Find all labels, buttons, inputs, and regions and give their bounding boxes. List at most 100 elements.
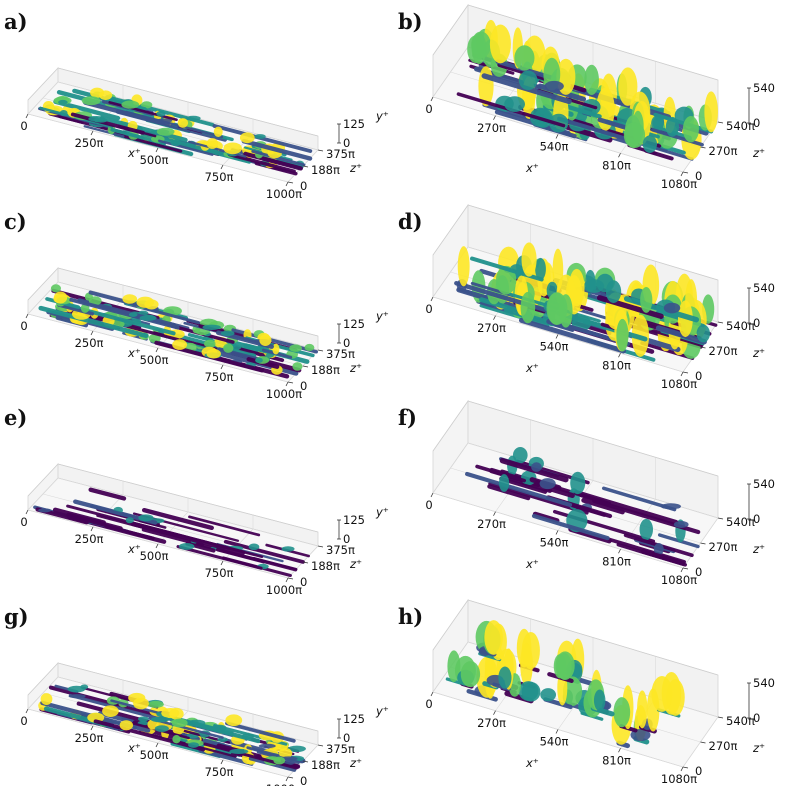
structure-blob (281, 546, 295, 552)
y-tick-label: 0 (753, 512, 760, 526)
box-top-edge (432, 204, 719, 281)
x-tick-label: 1080π (661, 177, 697, 191)
x-tick (493, 511, 496, 516)
x-axis-label: x⁺ (127, 346, 141, 360)
structure-blob (229, 748, 249, 754)
structure-blob (278, 747, 293, 759)
y-tick-label: 125 (343, 712, 365, 726)
z-axis-label: z⁺ (752, 346, 765, 360)
z-tick-label: 0 (695, 764, 702, 778)
x-tick-label: 500π (140, 153, 169, 167)
structure-streak (581, 497, 625, 515)
structure-blob (639, 518, 654, 541)
x-tick-label: 500π (140, 748, 169, 762)
z-tick-label: 375π (326, 347, 355, 361)
y-axis-label: y⁺ (375, 704, 389, 718)
panel-letter: d) (398, 209, 423, 234)
structure-blob (255, 357, 263, 363)
structure-blob (217, 737, 229, 742)
z-tick-label: 188π (311, 163, 340, 177)
structure-streak (52, 507, 106, 525)
structure-blob (239, 132, 255, 144)
y-tick-label: 540 (753, 281, 775, 295)
structure-blob (156, 110, 166, 117)
structure-streak (655, 325, 707, 345)
structure-blob (559, 294, 573, 328)
structure-blob (292, 362, 303, 371)
y-tick-label: 125 (343, 117, 365, 131)
structure-streak (99, 115, 188, 143)
x-tick-label: 1080π (661, 573, 697, 587)
x-tick-label: 270π (477, 716, 506, 730)
structure-blob (248, 543, 260, 551)
x-tick-label: 750π (205, 765, 234, 779)
structure-blob (90, 87, 105, 98)
structure-blob (172, 339, 188, 350)
box-top-edge (27, 662, 319, 732)
structure-blob (273, 756, 286, 765)
structure-blob (623, 122, 646, 149)
x-tick-label: 1080π (661, 377, 697, 391)
x-tick-label: 540π (540, 735, 569, 749)
x-tick (285, 181, 289, 187)
structure-blob (651, 115, 664, 132)
y-tick-label: 125 (343, 513, 365, 527)
z-axis-label: z⁺ (752, 146, 765, 160)
z-tick (700, 146, 706, 149)
z-tick-label: 270π (709, 739, 738, 753)
z-tick (682, 567, 689, 570)
structure-blob (457, 246, 470, 287)
x-tick-label: 500π (140, 353, 169, 367)
x-tick-label: 250π (75, 136, 104, 150)
structure-blob (81, 96, 101, 106)
z-tick (682, 371, 689, 374)
y-tick-label: 0 (753, 116, 760, 130)
panel-letter: e) (4, 405, 27, 430)
x-tick-label: 750π (205, 170, 234, 184)
structure-blob (133, 697, 149, 710)
x-tick (680, 171, 684, 177)
structure-blob (682, 115, 699, 143)
x-tick (90, 725, 94, 731)
structure-blob (539, 478, 556, 490)
z-tick (287, 381, 294, 384)
x-tick (618, 353, 621, 358)
structure-blob (287, 745, 306, 753)
x-tick-label: 540π (540, 536, 569, 550)
structure-blob (122, 294, 138, 304)
structure-blob (140, 101, 153, 109)
z-tick (682, 766, 689, 769)
z-tick (700, 346, 706, 349)
x-tick-label: 540π (540, 340, 569, 354)
structure-streak (53, 99, 121, 121)
x-tick (618, 748, 621, 753)
structure-blob (119, 720, 134, 731)
structure-streak (68, 693, 168, 722)
z-tick (700, 741, 706, 744)
x-tick (285, 577, 289, 583)
x-tick-label: 540π (540, 140, 569, 154)
structure-streak (66, 504, 180, 537)
structure-blob (223, 142, 242, 155)
structure-blob (88, 116, 106, 122)
x-tick (680, 766, 684, 772)
structure-blob (225, 714, 243, 727)
x-tick-label: 250π (75, 731, 104, 745)
structure-blob (58, 99, 68, 105)
structure-blob (471, 33, 487, 65)
x-tick-label: 1080π (661, 772, 697, 786)
z-tick-label: 270π (709, 144, 738, 158)
structure-blob (202, 324, 221, 330)
x-tick (555, 334, 559, 339)
box-top-edge (27, 67, 319, 137)
structure-streak (141, 507, 214, 531)
structure-streak (188, 515, 261, 537)
structure-blob (212, 724, 227, 732)
z-axis-label: z⁺ (349, 361, 362, 375)
z-tick-label: 0 (300, 774, 307, 786)
x-tick (430, 691, 434, 697)
z-tick (317, 545, 324, 548)
x-tick-label: 0 (425, 302, 432, 316)
structure-blob (170, 139, 182, 147)
structure-streak (157, 139, 214, 156)
